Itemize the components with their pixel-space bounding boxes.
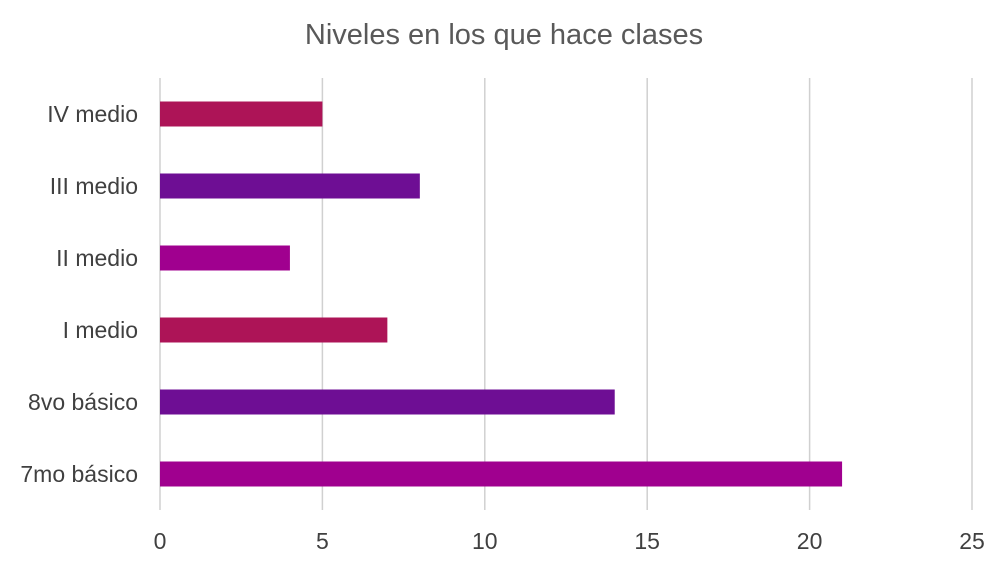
gridlines [159,78,973,510]
x-tick-label: 0 [154,528,167,554]
category-label: IV medio [47,101,138,127]
category-label: I medio [63,317,138,343]
bar [160,173,420,199]
category-label: 7mo básico [20,461,138,487]
bar [160,317,388,343]
x-tick-label: 15 [634,528,660,554]
bar [160,101,323,127]
bar [160,461,843,487]
category-label: 8vo básico [28,389,138,415]
category-label: III medio [50,173,138,199]
x-tick-label: 5 [316,528,329,554]
x-tick-label: 20 [797,528,823,554]
category-labels: 7mo básico 8vo básico I medio II medio III m… [20,101,138,487]
category-label: II medio [56,245,138,271]
bars [160,101,843,487]
chart-title: Niveles en los que hace clases [305,19,703,51]
bar [160,245,290,271]
bar [160,389,615,415]
x-tick-label: 25 [959,528,985,554]
x-tick-label: 10 [472,528,498,554]
x-axis-tick-labels: 0 5 10 15 20 25 [154,528,985,554]
